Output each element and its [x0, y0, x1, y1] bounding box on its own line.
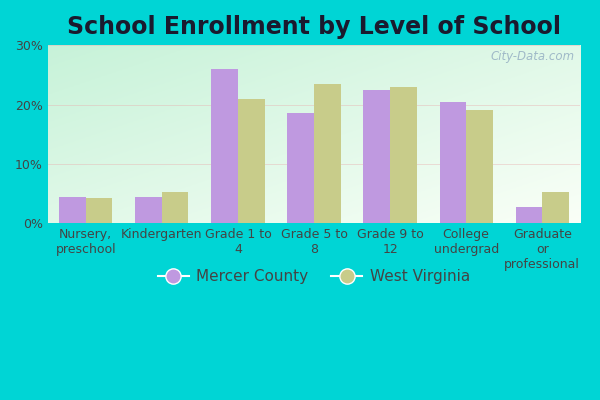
Title: School Enrollment by Level of School: School Enrollment by Level of School — [67, 15, 561, 39]
Bar — [364, 90, 390, 223]
Bar — [314, 84, 341, 223]
Bar — [59, 196, 86, 223]
Bar — [162, 192, 188, 223]
Bar — [238, 98, 265, 223]
Bar — [466, 110, 493, 223]
Bar — [287, 114, 314, 223]
Bar — [86, 198, 112, 223]
Bar — [515, 207, 542, 223]
Bar — [390, 87, 417, 223]
Text: City-Data.com: City-Data.com — [491, 50, 575, 64]
Bar — [440, 102, 466, 223]
Bar — [211, 69, 238, 223]
Legend: Mercer County, West Virginia: Mercer County, West Virginia — [152, 263, 476, 290]
Bar — [135, 196, 162, 223]
Bar — [542, 192, 569, 223]
